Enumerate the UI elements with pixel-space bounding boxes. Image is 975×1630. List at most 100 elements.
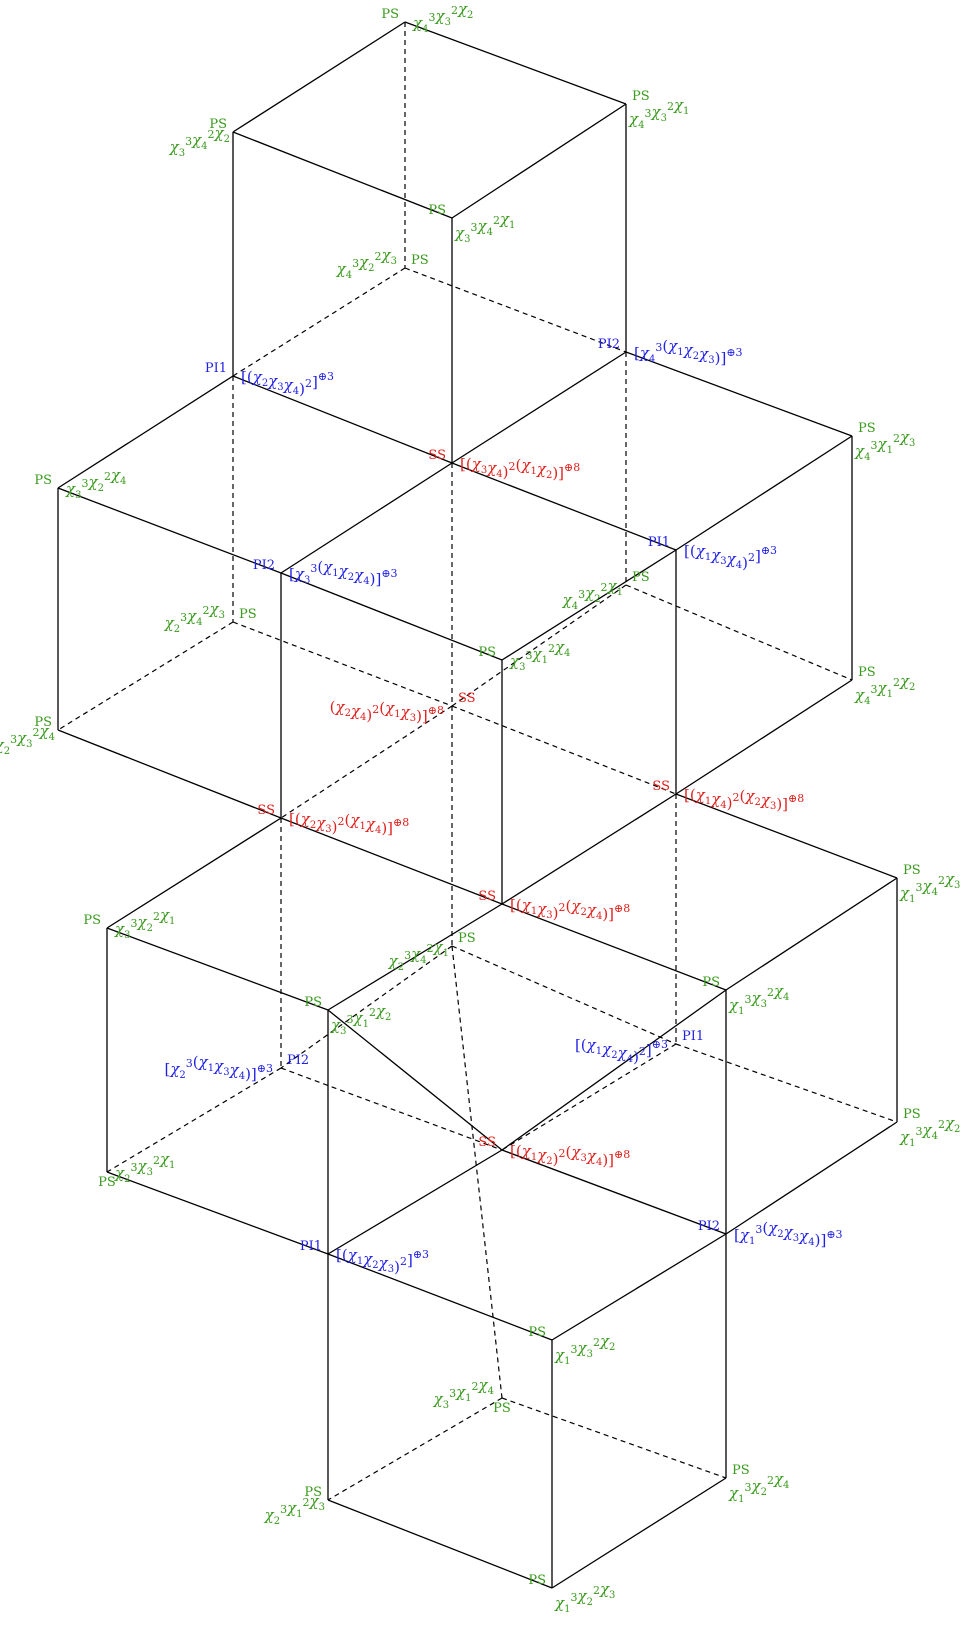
vertex-character-label: [χ13(χ2χ3χ4)]⊕3 bbox=[734, 1219, 843, 1249]
dashed-edge-ps_b2-ps_r2 bbox=[625, 584, 853, 681]
vertex-character-label: χ23χ42χ1 bbox=[388, 938, 449, 973]
vertex-kind-tag: PS bbox=[304, 1485, 322, 1500]
vertex-ps_l2: PSχ23χ32χ4 bbox=[0, 715, 55, 757]
vertex-kind-tag: PS bbox=[34, 715, 52, 730]
vertex-character-label: (χ2χ4)2(χ1χ3)]⊕8 bbox=[330, 698, 444, 725]
solid-edge-ps_r6-bottom bbox=[551, 1477, 727, 1589]
solid-edge-pi2a-ssa bbox=[451, 351, 627, 464]
dashed-edge-pi2c-ssf bbox=[280, 1067, 503, 1151]
vertex-character-label: χ43χ32χ2 bbox=[412, 0, 473, 35]
vertex-kind-tag: PI2 bbox=[253, 558, 275, 573]
vertex-kind-tag: SS bbox=[257, 803, 275, 818]
vertex-character-label: [(χ1χ3)2(χ2χ4)]⊕8 bbox=[510, 896, 630, 923]
vertex-character-label: χ33χ22χ1 bbox=[114, 906, 175, 941]
solid-edge-ps_l5-bottom bbox=[327, 1499, 553, 1589]
vertex-pi2c: PI2 [χ23(χ1χ3χ4)]⊕3 bbox=[164, 1053, 309, 1083]
vertex-kind-tag: PS bbox=[732, 1463, 750, 1478]
vertex-ssd: SS [(χ2χ3)2(χ1χ4)]⊕8 bbox=[257, 803, 409, 837]
vertex-character-label: χ13χ42χ2 bbox=[899, 1114, 960, 1149]
vertex-character-label: χ43χ12χ2 bbox=[854, 672, 915, 707]
vertex-character-label: χ13χ22χ3 bbox=[554, 1580, 615, 1615]
dashed-edge-ps_b1-ssb bbox=[232, 621, 453, 707]
vertex-character-label: χ13χ42χ3 bbox=[899, 870, 960, 905]
solid-edge-ps_l1-pi2b bbox=[57, 487, 282, 574]
vertex-pi1b: PI1 [(χ1χ3χ4)2]⊕3 bbox=[648, 535, 777, 572]
solid-edge-pi1d-ps_c4 bbox=[327, 1253, 553, 1341]
solid-edge-ssd-ps_l3 bbox=[106, 817, 282, 929]
vertex-kind-tag: PS bbox=[493, 1401, 511, 1416]
vertex-kind-tag: SS bbox=[458, 691, 476, 706]
vertex-kind-tag: SS bbox=[428, 448, 446, 463]
vertex-character-label: [(χ1χ3χ4)2]⊕3 bbox=[684, 542, 777, 572]
vertex-pi2a: PI2 [χ43(χ1χ2χ3)]⊕3 bbox=[598, 337, 743, 367]
vertex-kind-tag: PS bbox=[34, 473, 52, 488]
vertex-kind-tag: PS bbox=[702, 975, 720, 990]
solid-edge-top-tl bbox=[232, 21, 406, 133]
vertex-ps_b1: PS χ23χ42χ3 bbox=[164, 600, 257, 635]
solid-edge-ps_r2-ssc bbox=[675, 679, 853, 795]
dashed-edge-pi1c-ps_r5 bbox=[675, 1043, 898, 1123]
vertex-kind-tag: PI2 bbox=[287, 1053, 309, 1068]
vertex-kind-tag: PI2 bbox=[698, 1219, 720, 1234]
vertex-character-label: χ13χ22χ4 bbox=[728, 1470, 789, 1505]
vertex-character-label: χ13χ32χ4 bbox=[728, 982, 789, 1017]
vertex-kind-tag: PI2 bbox=[598, 337, 620, 352]
vertex-ps_l3: PS χ33χ22χ1 bbox=[83, 906, 175, 941]
solid-edge-pi2a-ps_r1 bbox=[625, 351, 853, 437]
vertex-ssc: SS [(χ1χ4)2(χ2χ3)]⊕8 bbox=[652, 779, 804, 813]
vertex-character-label: χ43χ32χ1 bbox=[628, 96, 689, 131]
vertex-character-label: χ23χ42χ3 bbox=[164, 600, 225, 635]
vertex-pi2b: PI2 [χ33(χ1χ2χ4)]⊕3 bbox=[253, 558, 398, 588]
vertex-character-label: [(χ1χ2χ3)2]⊕3 bbox=[336, 1246, 429, 1276]
dashed-edge-tb-pi2a bbox=[404, 267, 627, 353]
dashed-edge-ps_b1-ps_l2 bbox=[57, 621, 234, 731]
solid-edge-pi1b-ps_c1 bbox=[501, 549, 677, 661]
dashed-edge-ps_c2-pi1c bbox=[451, 945, 677, 1045]
solid-edge-ps_l3-ps_c3 bbox=[106, 927, 329, 1011]
vertex-tb: PS χ43χ22χ3 bbox=[336, 246, 429, 281]
solid-edge-ps_r5-pi2d bbox=[725, 1121, 898, 1235]
vertex-kind-tag: PS bbox=[903, 863, 921, 878]
solid-edge-ps_l2-ssd bbox=[57, 729, 282, 819]
dashed-edge-ssb-ssd bbox=[280, 705, 453, 819]
vertex-labels: PS χ43χ32χ2PSχ33χ42χ2PSχ43χ32χ1PSχ33χ42χ1… bbox=[0, 0, 960, 1615]
vertex-ps_b2: PS χ43χ22χ1 bbox=[562, 570, 650, 612]
vertex-pi1d: PI1 [(χ1χ2χ3)2]⊕3 bbox=[300, 1239, 429, 1276]
vertex-kind-tag: PS bbox=[528, 1573, 546, 1588]
solid-edge-ps_c3-ssf bbox=[327, 1009, 503, 1151]
vertex-character-label: [(χ2χ3χ4)2]⊕3 bbox=[241, 368, 334, 398]
vertex-character-label: χ33χ12χ2 bbox=[330, 1002, 391, 1037]
vertex-kind-tag: PI1 bbox=[205, 361, 227, 376]
vertex-character-label: χ33χ12χ4 bbox=[433, 1376, 494, 1411]
vertex-kind-tag: PS bbox=[428, 203, 446, 218]
vertex-character-label: [χ43(χ1χ2χ3)]⊕3 bbox=[634, 337, 743, 367]
dashed-edge-tb-pi1a bbox=[232, 267, 406, 377]
dashed-edge-ps_c2-ps_b3 bbox=[451, 945, 503, 1399]
vertex-kind-tag: PI1 bbox=[648, 535, 670, 550]
dashed-edge-ps_c2-pi2c bbox=[280, 945, 453, 1069]
solid-edge-sse-ps_c3 bbox=[327, 903, 503, 1011]
solid-edge-ps_r4-ssf bbox=[501, 989, 727, 1151]
vertex-kind-tag: PS bbox=[528, 1325, 546, 1340]
dashed-edge-pi2c-ps_l4 bbox=[106, 1067, 282, 1173]
vertex-kind-tag: PS bbox=[411, 253, 429, 268]
vertex-pi1a: PI1 [(χ2χ3χ4)2]⊕3 bbox=[205, 361, 334, 398]
vertex-kind-tag: PS bbox=[239, 607, 257, 622]
vertex-kind-tag: PS bbox=[458, 931, 476, 946]
vertex-pi2d: PI2 [χ13(χ2χ3χ4)]⊕3 bbox=[698, 1219, 843, 1249]
vertex-character-label: χ33χ42χ2 bbox=[169, 124, 230, 159]
vertex-ssf: SS [(χ1χ2)2(χ3χ4)]⊕8 bbox=[478, 1135, 630, 1169]
dashed-edge-ps_b3-ps_l5 bbox=[327, 1397, 503, 1501]
dashed-edge-ps_b3-ps_r6 bbox=[501, 1397, 727, 1479]
solid-edge-ssa-pi2b bbox=[280, 462, 453, 574]
vertex-character-label: χ23χ12χ3 bbox=[264, 1492, 325, 1527]
vertex-pi1c: PI1 [(χ1χ2χ4)2]⊕3 bbox=[575, 1029, 704, 1066]
solid-edge-pi1a-ssa bbox=[232, 375, 453, 464]
vertex-kind-tag: PS bbox=[632, 570, 650, 585]
vertex-character-label: χ23χ32χ1 bbox=[114, 1150, 175, 1185]
